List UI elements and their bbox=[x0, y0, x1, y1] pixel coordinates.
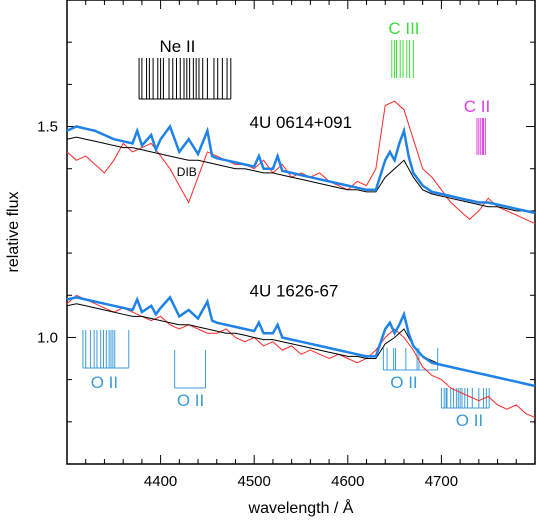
observed-spectrum-line bbox=[66, 294, 536, 419]
y-tick-label: 1.5 bbox=[37, 119, 58, 136]
spectrum-2 bbox=[66, 294, 536, 419]
o2-label: O II bbox=[91, 373, 118, 392]
model-spectrum-blue-line bbox=[66, 295, 536, 388]
y-tick-label: 1.0 bbox=[37, 329, 58, 346]
c3-label: C III bbox=[388, 19, 419, 38]
o2-label: O II bbox=[456, 411, 483, 430]
model-spectrum-blue-line bbox=[66, 123, 536, 215]
c2-lines bbox=[476, 118, 486, 155]
axis-ticks bbox=[67, 0, 535, 464]
plot-frame bbox=[66, 0, 536, 465]
o2-lines bbox=[82, 330, 130, 369]
o2-lines bbox=[174, 350, 207, 389]
c2-label: C II bbox=[464, 97, 490, 116]
observed-spectrum-line bbox=[66, 100, 536, 225]
x-tick-label: 4600 bbox=[331, 473, 364, 490]
spectrum-label: 4U 1626-67 bbox=[250, 281, 339, 300]
tick-labels: 4400 4500 4600 4700 1.0 1.5 bbox=[37, 119, 458, 490]
y-axis-title: relative flux bbox=[5, 192, 22, 273]
o2-lines bbox=[382, 348, 439, 371]
model-spectrum-black-line bbox=[66, 303, 536, 387]
o2-label: O II bbox=[177, 391, 204, 410]
x-tick-label: 4700 bbox=[425, 473, 458, 490]
o2-lines bbox=[440, 388, 490, 409]
spectrum-labels: 4U 0614+091 4U 1626-67 bbox=[250, 113, 353, 301]
dib-label: DIB bbox=[177, 165, 197, 179]
x-tick-label: 4500 bbox=[238, 473, 271, 490]
spectrum-1 bbox=[66, 100, 536, 225]
x-tick-label: 4400 bbox=[144, 473, 177, 490]
model-spectrum-black-line bbox=[66, 136, 536, 214]
spectra-series bbox=[66, 100, 536, 419]
o2-label: O II bbox=[390, 373, 417, 392]
spectrum-label: 4U 0614+091 bbox=[250, 113, 353, 132]
line-annotations: Ne II C III C II DIB O II O II O II O II bbox=[82, 19, 490, 430]
ne2-lines bbox=[138, 58, 232, 100]
c3-lines bbox=[391, 40, 414, 78]
x-axis-title: wavelength / Å bbox=[248, 498, 354, 517]
ne2-label: Ne II bbox=[159, 37, 195, 56]
